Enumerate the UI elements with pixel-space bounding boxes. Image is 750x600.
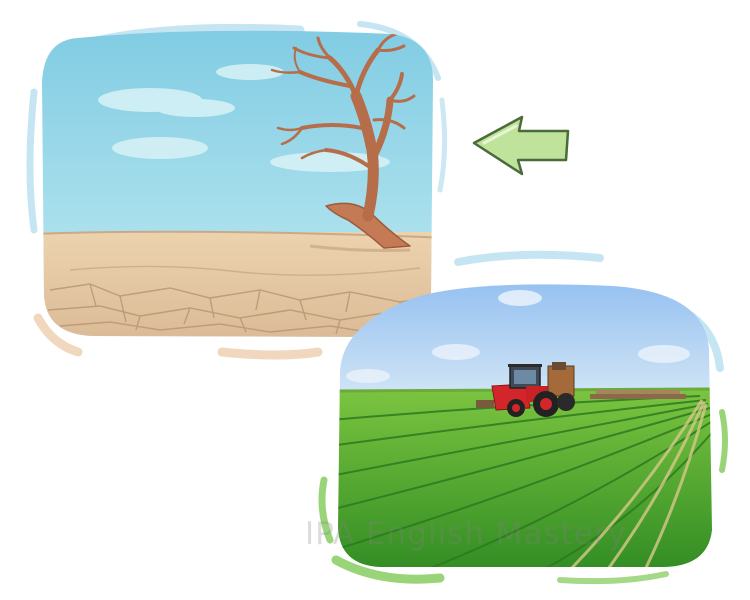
desert-clouds xyxy=(98,64,390,172)
furrows xyxy=(558,399,708,567)
tractor xyxy=(476,362,575,417)
dead-tree xyxy=(270,32,416,249)
arrow-left-icon xyxy=(472,115,570,176)
field-brush-strokes xyxy=(318,250,728,585)
field-clouds xyxy=(346,290,690,383)
field-implement xyxy=(590,390,686,399)
desert-panel xyxy=(42,30,434,338)
cracked-ground xyxy=(47,265,434,335)
field-panel xyxy=(338,284,712,567)
